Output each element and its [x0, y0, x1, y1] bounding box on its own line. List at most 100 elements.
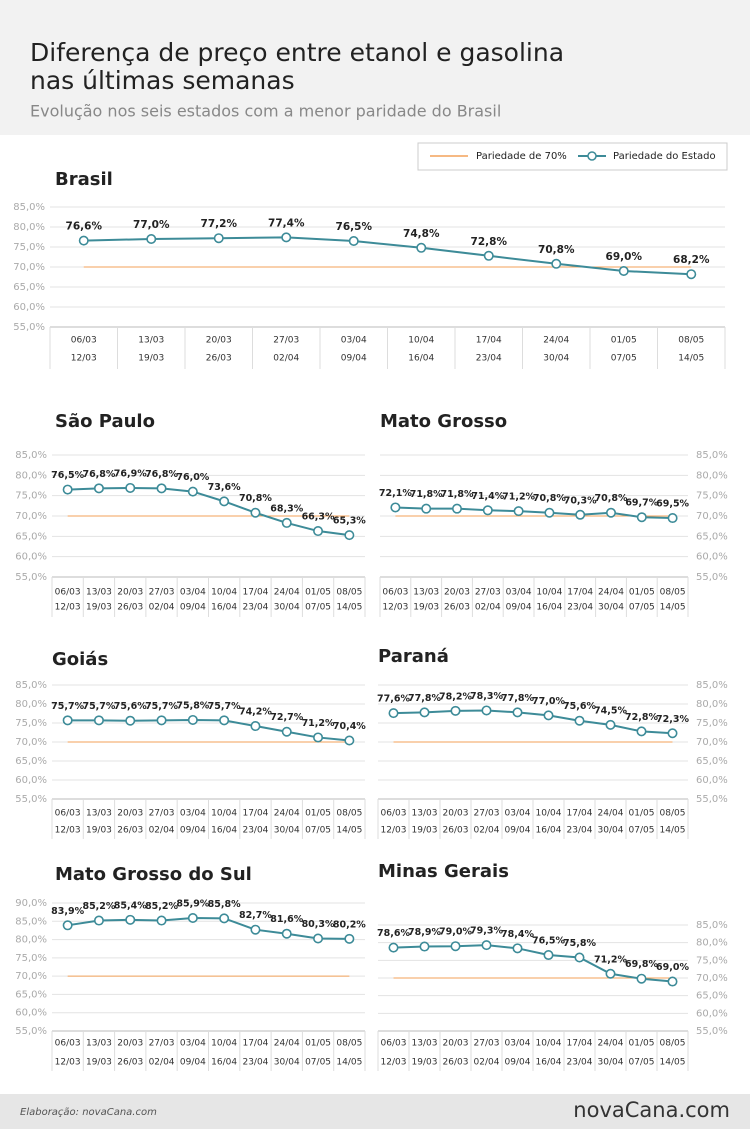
y-tick-label: 70,0%	[696, 511, 728, 522]
x-tick-label: 19/03	[413, 603, 439, 613]
data-point	[388, 942, 399, 953]
data-point	[78, 235, 89, 246]
x-tick-label: 16/04	[211, 1058, 237, 1068]
x-tick-label: 12/03	[55, 1058, 81, 1068]
data-label: 72,3%	[656, 714, 689, 725]
x-tick-label: 19/03	[138, 354, 164, 364]
x-tick-label: 02/04	[474, 1058, 500, 1068]
x-tick-label: 27/03	[273, 336, 299, 346]
x-tick-label: 17/04	[567, 1039, 593, 1049]
y-tick-label: 75,0%	[696, 955, 728, 966]
y-tick-label: 55,0%	[13, 322, 45, 333]
x-tick-label: 26/03	[117, 603, 143, 613]
data-label: 77,4%	[268, 217, 305, 229]
data-label: 75,7%	[208, 701, 241, 712]
x-tick-label: 10/04	[408, 336, 434, 346]
data-label: 69,0%	[606, 251, 643, 263]
data-label: 70,8%	[595, 493, 628, 504]
x-tick-label: 13/03	[86, 588, 112, 598]
data-label: 72,8%	[471, 236, 508, 248]
x-tick-label: 24/04	[274, 588, 300, 598]
data-point	[543, 710, 554, 721]
data-label: 76,5%	[532, 936, 565, 947]
x-tick-label: 24/04	[598, 588, 624, 598]
x-tick-label: 24/04	[598, 809, 624, 819]
data-point	[450, 705, 461, 716]
data-point	[512, 707, 523, 718]
x-tick-label: 26/03	[444, 603, 470, 613]
x-tick-label: 07/05	[629, 603, 655, 613]
x-tick-label: 06/03	[55, 1039, 81, 1049]
x-tick-label: 08/05	[660, 588, 686, 598]
chart-title: Brasil	[55, 169, 113, 190]
y-tick-label: 60,0%	[696, 552, 728, 563]
x-tick-label: 14/05	[336, 1058, 362, 1068]
y-tick-label: 70,0%	[696, 973, 728, 984]
chart-title: São Paulo	[55, 411, 155, 432]
y-tick-label: 60,0%	[15, 775, 47, 786]
x-tick-label: 12/03	[55, 603, 81, 613]
footer-credit: Elaboração: novaCana.com	[20, 1107, 157, 1118]
data-label: 76,8%	[145, 469, 178, 480]
y-tick-label: 75,0%	[15, 718, 47, 729]
x-tick-label: 26/03	[117, 826, 143, 836]
x-tick-label: 20/03	[444, 588, 470, 598]
x-tick-label: 17/04	[567, 588, 593, 598]
title: Diferença de preço entre etanol e gasoli…	[30, 38, 564, 67]
x-tick-label: 16/04	[211, 826, 237, 836]
y-tick-label: 80,0%	[15, 470, 47, 481]
y-tick-label: 60,0%	[15, 1008, 47, 1019]
y-tick-label: 65,0%	[696, 991, 728, 1002]
y-tick-label: 90,0%	[15, 898, 47, 909]
x-tick-label: 23/04	[567, 1058, 593, 1068]
x-tick-label: 27/03	[149, 809, 175, 819]
data-point	[281, 517, 292, 528]
data-point	[125, 482, 136, 493]
data-point	[667, 728, 678, 739]
data-point	[93, 483, 104, 494]
data-point	[667, 976, 678, 987]
subtitle: Evolução nos seis estados com a menor pa…	[30, 102, 501, 121]
x-tick-label: 17/04	[242, 809, 268, 819]
data-point	[313, 526, 324, 537]
data-point	[419, 707, 430, 718]
x-tick-label: 30/04	[274, 826, 300, 836]
series-line	[83, 236, 692, 276]
x-tick-label: 16/04	[536, 603, 562, 613]
data-label: 70,4%	[333, 721, 366, 732]
x-tick-label: 07/05	[629, 1058, 655, 1068]
x-tick-label: 01/05	[305, 1039, 331, 1049]
x-tick-label: 30/04	[274, 603, 300, 613]
x-tick-label: 06/03	[381, 809, 407, 819]
x-tick-label: 02/04	[149, 1058, 175, 1068]
x-tick-label: 16/04	[408, 354, 434, 364]
data-label: 69,8%	[625, 959, 658, 970]
data-label: 69,0%	[656, 962, 689, 973]
legend-box	[417, 142, 728, 171]
data-point	[187, 486, 198, 497]
x-tick-label: 20/03	[117, 809, 143, 819]
x-tick-label: 03/04	[505, 1039, 531, 1049]
data-label: 85,9%	[176, 898, 209, 909]
x-tick-label: 03/04	[180, 1039, 206, 1049]
x-tick-label: 08/05	[678, 336, 704, 346]
x-tick-label: 23/04	[242, 1058, 268, 1068]
x-tick-label: 17/04	[242, 1039, 268, 1049]
data-point	[482, 505, 493, 516]
x-tick-label: 01/05	[611, 336, 637, 346]
data-point	[636, 512, 647, 523]
x-tick-label: 26/03	[117, 1058, 143, 1068]
chart-title: Paraná	[378, 646, 449, 667]
x-tick-label: 02/04	[149, 826, 175, 836]
data-label: 71,2%	[502, 492, 535, 503]
data-point	[483, 250, 494, 261]
x-tick-label: 08/05	[336, 588, 362, 598]
chart-title: Mato Grosso do Sul	[55, 864, 252, 885]
x-tick-label: 09/04	[505, 826, 531, 836]
x-tick-label: 20/03	[117, 1039, 143, 1049]
data-point	[156, 915, 167, 926]
data-point	[636, 973, 647, 984]
data-point	[187, 714, 198, 725]
data-label: 77,8%	[408, 693, 441, 704]
data-label: 81,6%	[270, 914, 303, 925]
